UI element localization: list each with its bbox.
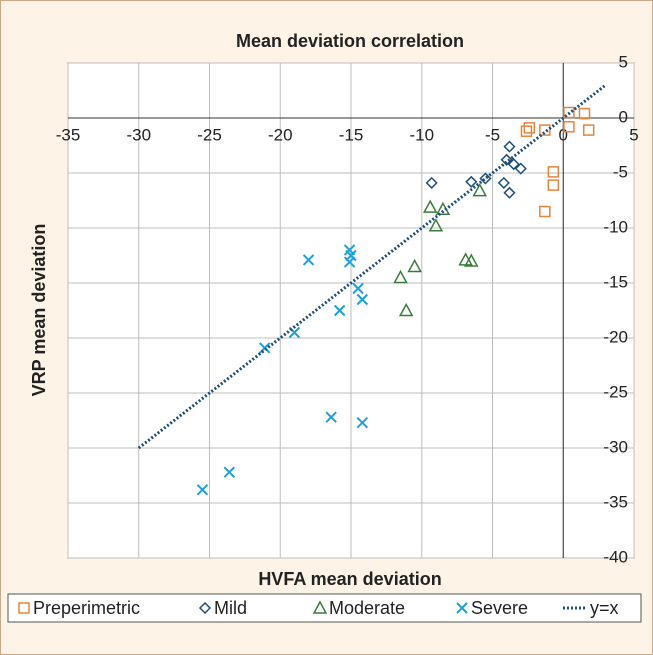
marker-cross [196, 484, 209, 496]
marker-diamond [425, 176, 438, 189]
y-tick-label: -10 [603, 217, 628, 236]
y-axis-label: VRP mean deviation [29, 224, 49, 397]
y-tick-label: -20 [603, 327, 628, 346]
marker-diamond [503, 186, 516, 199]
marker-square [563, 121, 575, 133]
legend [7, 593, 642, 623]
y-tick-label: -25 [603, 382, 628, 401]
marker-diamond [514, 162, 527, 175]
y-tick-label: -40 [603, 547, 628, 566]
marker-cross [356, 293, 369, 306]
marker-square [578, 107, 591, 120]
marker-square [523, 122, 536, 134]
marker-square [563, 106, 575, 119]
y-tick-label: -30 [603, 437, 628, 456]
y-tick-label: 5 [619, 52, 628, 71]
marker-triangle [393, 269, 408, 284]
marker-cross [343, 256, 356, 268]
legend-marker [198, 601, 212, 615]
marker-cross [356, 416, 369, 429]
trend-line [137, 83, 607, 450]
marker-triangle [422, 199, 438, 213]
legend-label: Preperimetric [33, 598, 140, 618]
marker-square [539, 205, 551, 218]
marker-diamond [465, 175, 478, 188]
marker-diamond [497, 176, 510, 189]
x-axis-label: HVFA mean deviation [258, 569, 441, 589]
y-tick-label: -5 [613, 162, 628, 181]
marker-square [547, 166, 560, 178]
marker-triangle [407, 258, 422, 273]
x-tick-label: -20 [268, 125, 293, 144]
marker-cross [333, 304, 346, 317]
x-tick-label: -35 [56, 125, 81, 144]
legend-label: Severe [471, 598, 528, 618]
x-tick-label: -5 [485, 125, 500, 144]
marker-cross [352, 282, 364, 295]
marker-square [539, 124, 551, 136]
marker-cross [325, 411, 337, 423]
legend-marker [18, 602, 30, 614]
marker-cross [223, 466, 236, 478]
x-tick-label: -10 [409, 125, 434, 144]
x-tick-label: -30 [126, 125, 151, 144]
x-tick-label: 5 [629, 125, 638, 144]
marker-square [547, 179, 560, 191]
x-tick-label: -25 [197, 125, 222, 144]
legend-marker [312, 600, 328, 614]
marker-diamond [503, 140, 516, 153]
marker-diamond [507, 158, 520, 171]
legend-label: Moderate [329, 598, 405, 618]
marker-cross [302, 254, 315, 266]
chart-title: Mean deviation correlation [236, 31, 464, 51]
y-tick-label: -15 [603, 272, 628, 291]
legend-marker [456, 602, 468, 614]
marker-triangle [472, 183, 488, 197]
legend-label: y=x [590, 598, 619, 618]
marker-diamond [479, 172, 492, 185]
marker-triangle [464, 253, 479, 267]
marker-diamond [500, 153, 513, 166]
marker-square [582, 124, 595, 136]
marker-triangle [398, 302, 414, 317]
marker-square [520, 125, 533, 137]
y-tick-label: 0 [619, 107, 628, 126]
x-tick-label: -15 [339, 125, 364, 144]
y-tick-label: -35 [603, 492, 628, 511]
legend-label: Mild [214, 598, 247, 618]
marker-triangle [428, 218, 444, 232]
